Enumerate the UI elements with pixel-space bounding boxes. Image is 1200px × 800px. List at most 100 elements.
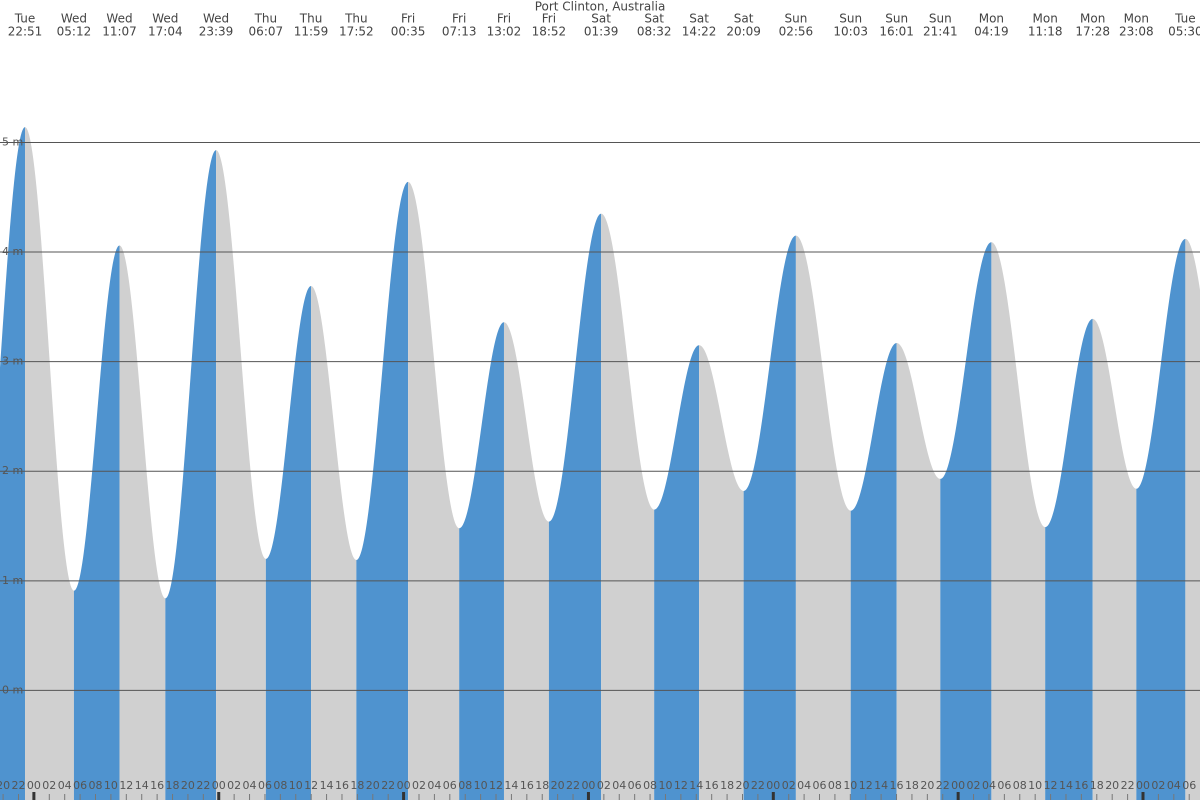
y-tick-label: 4 m <box>2 245 23 258</box>
rising-tide <box>743 235 796 800</box>
x-tick-label: 12 <box>674 779 688 792</box>
extreme-day: Tue <box>1174 12 1196 26</box>
extreme-day: Mon <box>1124 12 1149 26</box>
x-tick-label: 22 <box>936 779 950 792</box>
extreme-day: Wed <box>203 12 229 26</box>
rising-tide <box>165 150 217 800</box>
rising-tide <box>459 322 504 800</box>
x-tick-label: 22 <box>566 779 580 792</box>
y-tick-label: 1 m <box>2 574 23 587</box>
extreme-time: 18:52 <box>532 25 567 39</box>
extreme-time: 16:01 <box>879 25 914 39</box>
extreme-day: Fri <box>542 12 556 26</box>
x-tick-label: 10 <box>1028 779 1042 792</box>
extreme-day: Sun <box>839 12 862 26</box>
x-tick-label: 04 <box>427 779 441 792</box>
x-tick-label: 22 <box>381 779 395 792</box>
extreme-time: 22:51 <box>8 25 43 39</box>
x-tick-label: 22 <box>196 779 210 792</box>
x-tick-label: 16 <box>1074 779 1088 792</box>
x-tick-label: 12 <box>489 779 503 792</box>
x-tick-label: 08 <box>1013 779 1027 792</box>
falling-tide <box>311 286 357 800</box>
extreme-time: 23:39 <box>199 25 234 39</box>
extreme-time: 11:07 <box>102 25 137 39</box>
x-tick-label: 16 <box>705 779 719 792</box>
extreme-day: Fri <box>497 12 511 26</box>
x-tick-label: 14 <box>874 779 888 792</box>
extreme-time: 05:12 <box>57 25 92 39</box>
x-tick-label: 12 <box>1044 779 1058 792</box>
x-tick-label: 08 <box>89 779 103 792</box>
extreme-time: 21:41 <box>923 25 958 39</box>
x-tick-label: 06 <box>997 779 1011 792</box>
extreme-day: Sun <box>885 12 908 26</box>
x-tick-label: 20 <box>1105 779 1119 792</box>
x-tick-label: 16 <box>520 779 534 792</box>
x-tick-label: 10 <box>104 779 118 792</box>
extreme-day: Mon <box>1080 12 1105 26</box>
x-tick-label: 00 <box>212 779 226 792</box>
extreme-time: 10:03 <box>833 25 868 39</box>
falling-tide <box>699 345 744 800</box>
extreme-time: 01:39 <box>584 25 619 39</box>
extreme-day: Mon <box>979 12 1004 26</box>
extreme-time: 17:04 <box>148 25 183 39</box>
x-tick-label: 02 <box>412 779 426 792</box>
x-tick-label: 04 <box>58 779 72 792</box>
falling-tide <box>25 127 74 800</box>
x-tick-label: 00 <box>581 779 595 792</box>
x-tick-label: 16 <box>150 779 164 792</box>
extreme-day: Sat <box>689 12 709 26</box>
extreme-time: 11:59 <box>294 25 329 39</box>
x-tick-label: 00 <box>27 779 41 792</box>
chart-title: Port Clinton, Australia <box>535 0 666 14</box>
falling-tide <box>601 213 655 800</box>
rising-tide <box>265 286 312 800</box>
falling-tide <box>408 181 460 800</box>
y-tick-label: 2 m <box>2 464 23 477</box>
x-tick-label: 08 <box>458 779 472 792</box>
extreme-time: 05:30 <box>1168 25 1200 39</box>
x-tick-label: 00 <box>1136 779 1150 792</box>
x-tick-label: 22 <box>1121 779 1135 792</box>
x-tick-label: 00 <box>397 779 411 792</box>
falling-tide <box>503 322 549 800</box>
extreme-day: Fri <box>401 12 415 26</box>
falling-tide <box>119 245 166 800</box>
extreme-time: 17:28 <box>1075 25 1110 39</box>
extreme-day: Sat <box>644 12 664 26</box>
x-tick-label: 18 <box>350 779 364 792</box>
x-tick-label: 06 <box>73 779 87 792</box>
extreme-time: 11:18 <box>1028 25 1063 39</box>
x-tick-label: 20 <box>735 779 749 792</box>
x-tick-label: 04 <box>982 779 996 792</box>
extreme-day: Wed <box>106 12 132 26</box>
x-tick-label: 14 <box>135 779 149 792</box>
extreme-day: Mon <box>1033 12 1058 26</box>
x-tick-label: 04 <box>612 779 626 792</box>
x-tick-label: 20 <box>366 779 380 792</box>
x-tick-label: 18 <box>166 779 180 792</box>
x-tick-label: 18 <box>720 779 734 792</box>
extreme-day: Thu <box>299 12 323 26</box>
x-tick-label: 06 <box>628 779 642 792</box>
x-tick-label: 22 <box>751 779 765 792</box>
extreme-day: Wed <box>152 12 178 26</box>
x-tick-label: 22 <box>11 779 25 792</box>
x-tick-label: 14 <box>504 779 518 792</box>
rising-tide <box>356 181 409 800</box>
x-tick-label: 02 <box>1151 779 1165 792</box>
falling-tide <box>991 242 1046 800</box>
extreme-day: Fri <box>452 12 466 26</box>
x-tick-label: 20 <box>920 779 934 792</box>
falling-tide <box>1185 238 1200 800</box>
rising-tide <box>654 345 700 800</box>
extreme-time: 17:52 <box>339 25 374 39</box>
y-tick-label: 3 m <box>2 355 23 368</box>
extreme-day: Sun <box>784 12 807 26</box>
rising-tide <box>1045 318 1093 800</box>
x-tick-label: 02 <box>967 779 981 792</box>
x-tick-label: 04 <box>1167 779 1181 792</box>
